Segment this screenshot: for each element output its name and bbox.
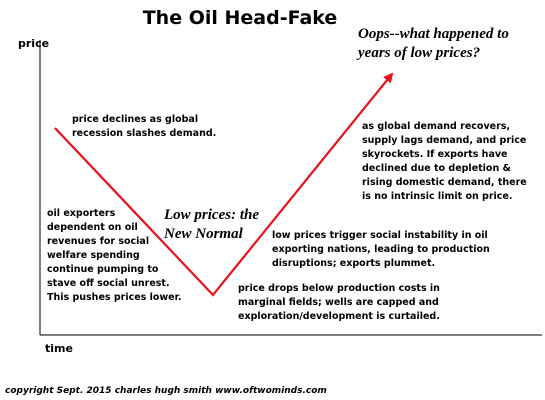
annotation-line: supply lags demand, and price xyxy=(362,135,526,146)
annotation-line: marginal fields; wells are capped and xyxy=(238,297,439,308)
annotation-line: exploration/development is curtailed. xyxy=(238,311,440,322)
annotation-line: recession slashes demand. xyxy=(72,128,216,139)
annotation-line: rising domestic demand, there xyxy=(362,177,527,188)
annotation-line: stave off social unrest. xyxy=(47,278,170,289)
annotation-line: Low prices: the xyxy=(163,207,259,223)
annotation-line: price declines as global xyxy=(72,114,198,125)
annotation-line: dependent on oil xyxy=(47,222,138,233)
annotation-line: New Normal xyxy=(163,226,244,242)
annotation-line: as global demand recovers, xyxy=(362,121,510,132)
title: The Oil Head-Fake xyxy=(143,7,338,29)
annotation-line: skyrockets. If exports have xyxy=(362,149,508,160)
annotation-line: years of low prices? xyxy=(356,45,480,61)
annotation-line: disruptions; exports plummet. xyxy=(272,258,435,269)
annotation-line: revenues for social xyxy=(47,236,149,247)
y-axis-label: price xyxy=(18,37,49,50)
annotation-line: price drops below production costs in xyxy=(238,283,440,294)
price-path xyxy=(54,72,394,297)
annotation-line: exporting nations, leading to production xyxy=(272,244,490,255)
annotation-line: welfare spending xyxy=(47,250,140,261)
annotation-line: oil exporters xyxy=(47,208,116,219)
annotation-line: declined due to depletion & xyxy=(362,163,511,174)
annotation-line: continue pumping to xyxy=(47,264,159,275)
annotation-line: This pushes prices lower. xyxy=(47,292,182,303)
annotation-line: low prices trigger social instability in… xyxy=(272,230,488,241)
copyright: copyright Sept. 2015 charles hugh smith … xyxy=(5,386,327,396)
annotation-line: Oops--what happened to xyxy=(358,26,509,42)
x-axis-label: time xyxy=(45,342,73,355)
annotation-line: is no intrinsic limit on price. xyxy=(362,191,512,202)
